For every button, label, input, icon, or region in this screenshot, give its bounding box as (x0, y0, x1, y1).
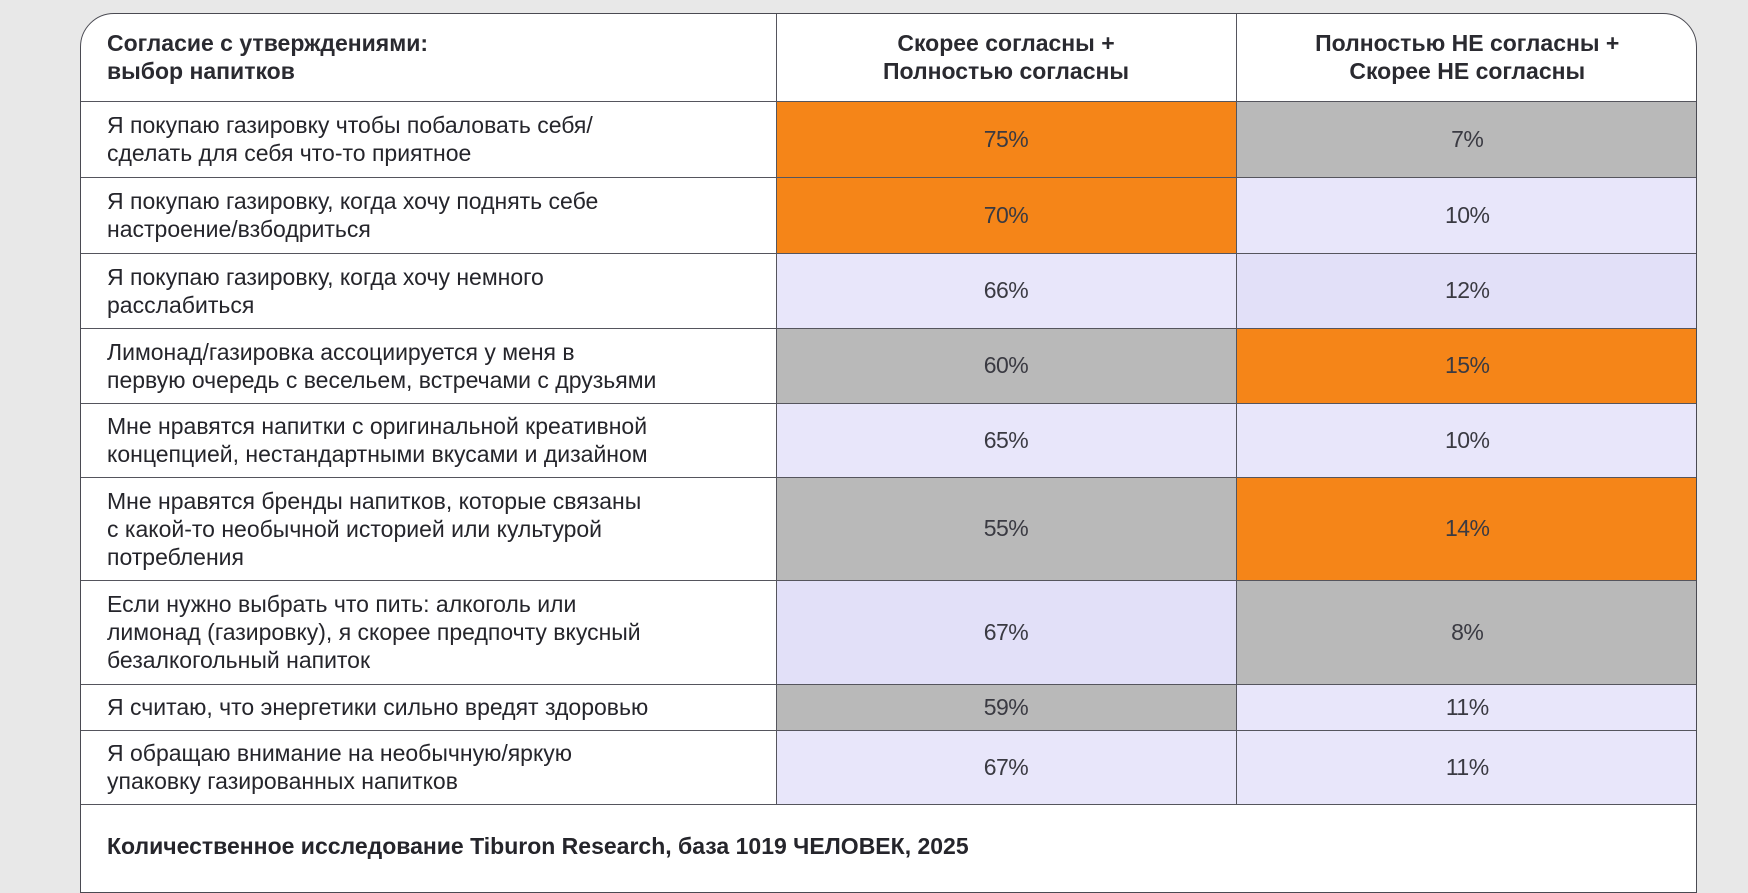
statement-line: Я обращаю внимание на необычную/яркую (107, 740, 573, 766)
table-header-row: Согласие с утверждениями: выбор напитков… (81, 14, 1696, 102)
header-disagree-line1: Полностью НЕ согласны + (1315, 30, 1620, 57)
statement-line: Мне нравятся напитки с оригинальной креа… (107, 413, 648, 439)
statement-cell: Лимонад/газировка ассоциируется у меня в… (81, 328, 776, 404)
agree-value-cell: 55% (775, 477, 1236, 581)
agreement-table: Согласие с утверждениями: выбор напитков… (81, 14, 1696, 805)
statement-line: концепцией, нестандартными вкусами и диз… (107, 441, 648, 467)
statement-line: расслабиться (107, 291, 255, 318)
statement-line: лимонад (газировку), я скорее предпочту … (107, 619, 641, 645)
header-statements: Согласие с утверждениями: выбор напитков (81, 14, 776, 102)
statement-line: Если нужно выбрать что пить: алкоголь ил… (107, 591, 577, 617)
agree-value-cell: 65% (775, 403, 1236, 478)
statement-line: настроение/взбодриться (107, 216, 371, 242)
survey-table-card: Согласие с утверждениями: выбор напитков… (80, 13, 1697, 893)
header-statements-line1: Согласие с утверждениями: (107, 30, 429, 57)
header-disagree-line2: Скорее НЕ согласны (1349, 58, 1586, 85)
statement-cell: Я обращаю внимание на необычную/яркую упа… (81, 730, 776, 805)
statement-line: Я покупаю газировку чтобы побаловать себ… (107, 112, 593, 138)
table-row: Если нужно выбрать что пить: алкоголь ил… (81, 580, 1696, 685)
table-row: Мне нравятся напитки с оригинальной креа… (81, 403, 1696, 478)
statement-line: Мне нравятся бренды напитков, которые св… (107, 487, 642, 514)
disagree-value-cell: 14% (1235, 477, 1696, 581)
disagree-value-cell: 8% (1235, 580, 1696, 685)
table-row: Я считаю, что энергетики сильно вредят з… (81, 684, 1696, 731)
header-statements-line2: выбор напитков (107, 58, 295, 85)
header-disagree: Полностью НЕ согласны + Скорее НЕ соглас… (1235, 14, 1696, 102)
disagree-value-cell: 11% (1235, 684, 1696, 731)
statement-line: упаковку газированных напитков (107, 768, 458, 794)
table-row: Я покупаю газировку чтобы побаловать себ… (81, 101, 1696, 178)
statement-cell: Если нужно выбрать что пить: алкоголь ил… (81, 580, 776, 685)
table-row: Я покупаю газировку, когда хочу поднять … (81, 177, 1696, 254)
statement-line: потребления (107, 543, 244, 570)
statement-line: Я считаю, что энергетики сильно вредят з… (107, 694, 649, 720)
disagree-value-cell: 15% (1235, 328, 1696, 404)
agree-value-cell: 66% (775, 253, 1236, 329)
table-row: Лимонад/газировка ассоциируется у меня в… (81, 328, 1696, 404)
header-agree-line2: Полностью согласны (882, 58, 1130, 85)
agree-value-cell: 67% (775, 730, 1236, 805)
table-row: Я покупаю газировку, когда хочу немного р… (81, 253, 1696, 329)
disagree-value-cell: 7% (1235, 101, 1696, 178)
statement-line: первую очередь с весельем, встречами с д… (107, 366, 657, 393)
statement-line: с какой-то необычной историей или культу… (107, 515, 603, 542)
statement-cell: Мне нравятся напитки с оригинальной креа… (81, 403, 776, 478)
disagree-value-cell: 10% (1235, 177, 1696, 254)
source-footnote: Количественное исследование Tiburon Rese… (107, 832, 969, 859)
statement-line: безалкогольный напиток (107, 647, 371, 673)
disagree-value-cell: 10% (1235, 403, 1696, 478)
statement-cell: Я покупаю газировку, когда хочу немного р… (81, 253, 776, 329)
header-agree: Скорее согласны + Полностью согласны (775, 14, 1236, 102)
table-row: Я обращаю внимание на необычную/яркую упа… (81, 730, 1696, 805)
agree-value-cell: 67% (775, 580, 1236, 685)
statement-cell: Мне нравятся бренды напитков, которые св… (81, 477, 776, 581)
header-agree-line1: Скорее согласны + (897, 30, 1115, 57)
agree-value-cell: 70% (775, 177, 1236, 254)
statement-cell: Я покупаю газировку, когда хочу поднять … (81, 177, 776, 254)
statement-cell: Я считаю, что энергетики сильно вредят з… (81, 684, 776, 731)
disagree-value-cell: 11% (1235, 730, 1696, 805)
statement-line: сделать для себя что-то приятное (107, 140, 472, 166)
agree-value-cell: 75% (775, 101, 1236, 178)
statement-line: Я покупаю газировку, когда хочу немного (107, 263, 544, 290)
table-row: Мне нравятся бренды напитков, которые св… (81, 477, 1696, 581)
agree-value-cell: 60% (775, 328, 1236, 404)
statement-cell: Я покупаю газировку чтобы побаловать себ… (81, 101, 776, 178)
statement-line: Лимонад/газировка ассоциируется у меня в (107, 338, 575, 365)
statement-line: Я покупаю газировку, когда хочу поднять … (107, 188, 599, 214)
agree-value-cell: 59% (775, 684, 1236, 731)
disagree-value-cell: 12% (1235, 253, 1696, 329)
